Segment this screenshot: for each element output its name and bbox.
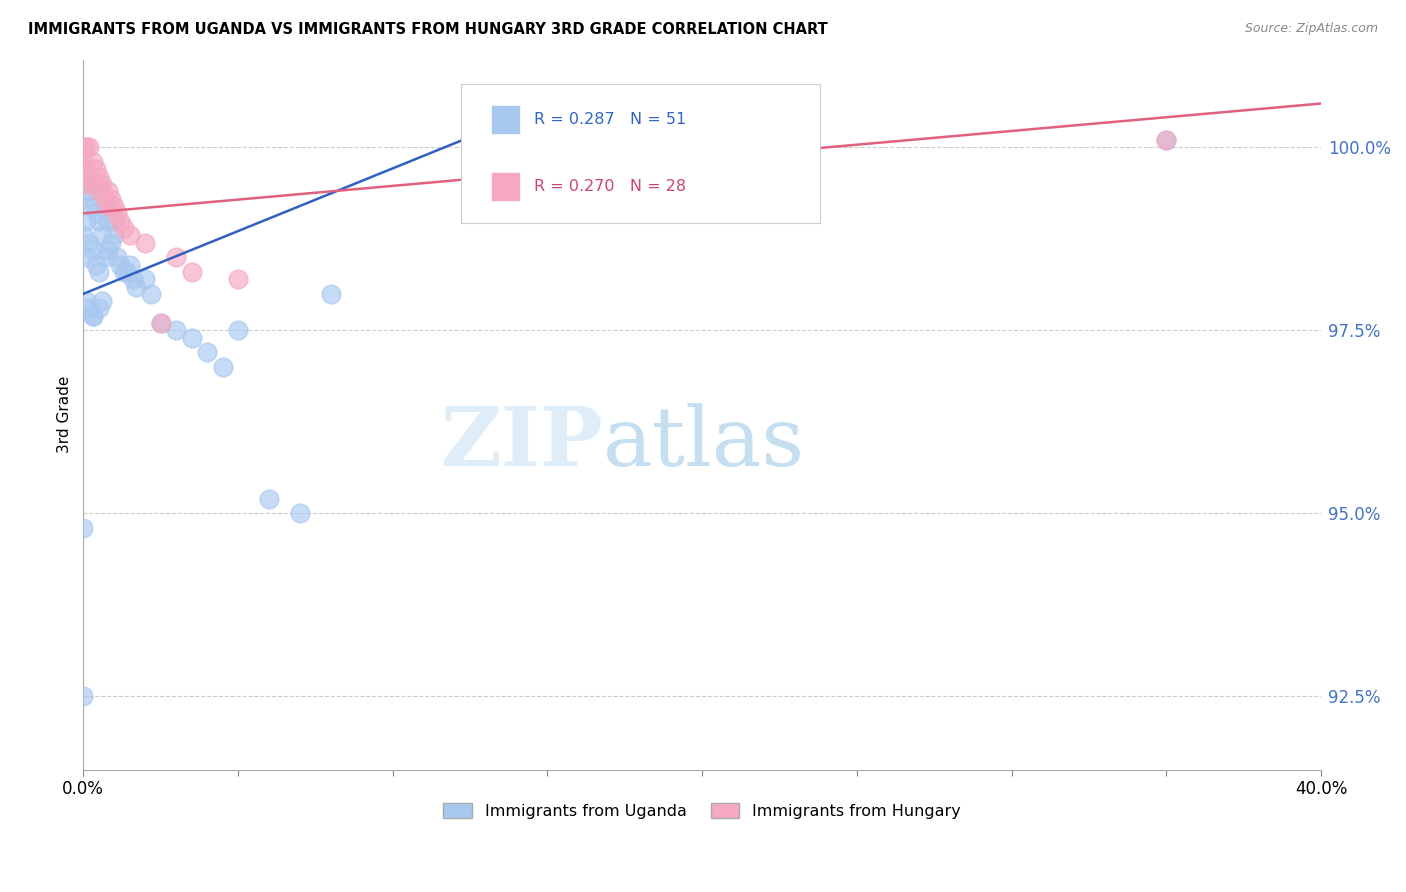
FancyBboxPatch shape bbox=[492, 106, 519, 133]
Point bbox=[87, 265, 110, 279]
Point bbox=[79, 169, 101, 184]
Point bbox=[84, 206, 107, 220]
Point bbox=[110, 213, 132, 227]
Point bbox=[103, 199, 125, 213]
Point bbox=[105, 206, 128, 220]
Point bbox=[82, 243, 104, 257]
Point bbox=[112, 265, 135, 279]
Point bbox=[90, 177, 112, 191]
Text: R = 0.270   N = 28: R = 0.270 N = 28 bbox=[534, 179, 686, 194]
Point bbox=[134, 235, 156, 250]
Point bbox=[90, 228, 112, 243]
Point bbox=[149, 316, 172, 330]
Point bbox=[72, 140, 94, 154]
Text: IMMIGRANTS FROM UGANDA VS IMMIGRANTS FROM HUNGARY 3RD GRADE CORRELATION CHART: IMMIGRANTS FROM UGANDA VS IMMIGRANTS FRO… bbox=[28, 22, 828, 37]
Point bbox=[97, 185, 120, 199]
Point bbox=[79, 185, 101, 199]
Point bbox=[72, 177, 94, 191]
Point bbox=[75, 169, 97, 184]
Y-axis label: 3rd Grade: 3rd Grade bbox=[58, 376, 72, 453]
Point bbox=[103, 213, 125, 227]
Point bbox=[134, 272, 156, 286]
Point bbox=[75, 162, 97, 177]
Point bbox=[87, 301, 110, 316]
Point bbox=[72, 690, 94, 704]
Point bbox=[87, 185, 110, 199]
Point bbox=[72, 192, 94, 206]
Point bbox=[75, 213, 97, 227]
Point bbox=[82, 177, 104, 191]
Text: ZIP: ZIP bbox=[440, 403, 603, 483]
Point bbox=[82, 199, 104, 213]
Point bbox=[118, 258, 141, 272]
Point bbox=[103, 228, 125, 243]
Point bbox=[82, 309, 104, 323]
Point bbox=[94, 199, 117, 213]
Point bbox=[105, 250, 128, 264]
Point bbox=[121, 272, 143, 286]
Text: atlas: atlas bbox=[603, 403, 806, 483]
Point bbox=[72, 521, 94, 535]
Point bbox=[112, 221, 135, 235]
Point bbox=[165, 250, 187, 264]
Point bbox=[100, 235, 122, 250]
Point bbox=[165, 323, 187, 337]
Point bbox=[180, 265, 202, 279]
FancyBboxPatch shape bbox=[492, 173, 519, 200]
Point bbox=[195, 345, 218, 359]
Point bbox=[226, 323, 249, 337]
Point bbox=[75, 294, 97, 309]
Point bbox=[84, 258, 107, 272]
Point bbox=[90, 294, 112, 309]
Point bbox=[90, 192, 112, 206]
Text: Source: ZipAtlas.com: Source: ZipAtlas.com bbox=[1244, 22, 1378, 36]
Point bbox=[87, 213, 110, 227]
FancyBboxPatch shape bbox=[461, 85, 820, 223]
Point bbox=[75, 140, 97, 154]
Point bbox=[211, 359, 233, 374]
Point bbox=[87, 169, 110, 184]
Text: R = 0.287   N = 51: R = 0.287 N = 51 bbox=[534, 112, 686, 127]
Point bbox=[72, 177, 94, 191]
Point bbox=[115, 265, 138, 279]
Point bbox=[100, 192, 122, 206]
Point bbox=[110, 258, 132, 272]
Point bbox=[79, 301, 101, 316]
Point bbox=[82, 309, 104, 323]
Point bbox=[180, 331, 202, 345]
Point bbox=[87, 177, 110, 191]
Legend: Immigrants from Uganda, Immigrants from Hungary: Immigrants from Uganda, Immigrants from … bbox=[437, 797, 967, 826]
Point bbox=[72, 155, 94, 169]
Point bbox=[79, 140, 101, 154]
Point bbox=[84, 162, 107, 177]
Point bbox=[1156, 133, 1178, 147]
Point bbox=[149, 316, 172, 330]
Point bbox=[97, 213, 120, 227]
Point bbox=[97, 243, 120, 257]
Point bbox=[118, 228, 141, 243]
Point bbox=[72, 228, 94, 243]
Point bbox=[319, 286, 342, 301]
Point bbox=[1156, 133, 1178, 147]
Point bbox=[141, 286, 163, 301]
Point bbox=[79, 235, 101, 250]
Point bbox=[94, 192, 117, 206]
Point bbox=[82, 155, 104, 169]
Point bbox=[257, 491, 280, 506]
Point bbox=[125, 279, 148, 293]
Point bbox=[94, 250, 117, 264]
Point bbox=[226, 272, 249, 286]
Point bbox=[97, 199, 120, 213]
Point bbox=[75, 250, 97, 264]
Point bbox=[288, 507, 311, 521]
